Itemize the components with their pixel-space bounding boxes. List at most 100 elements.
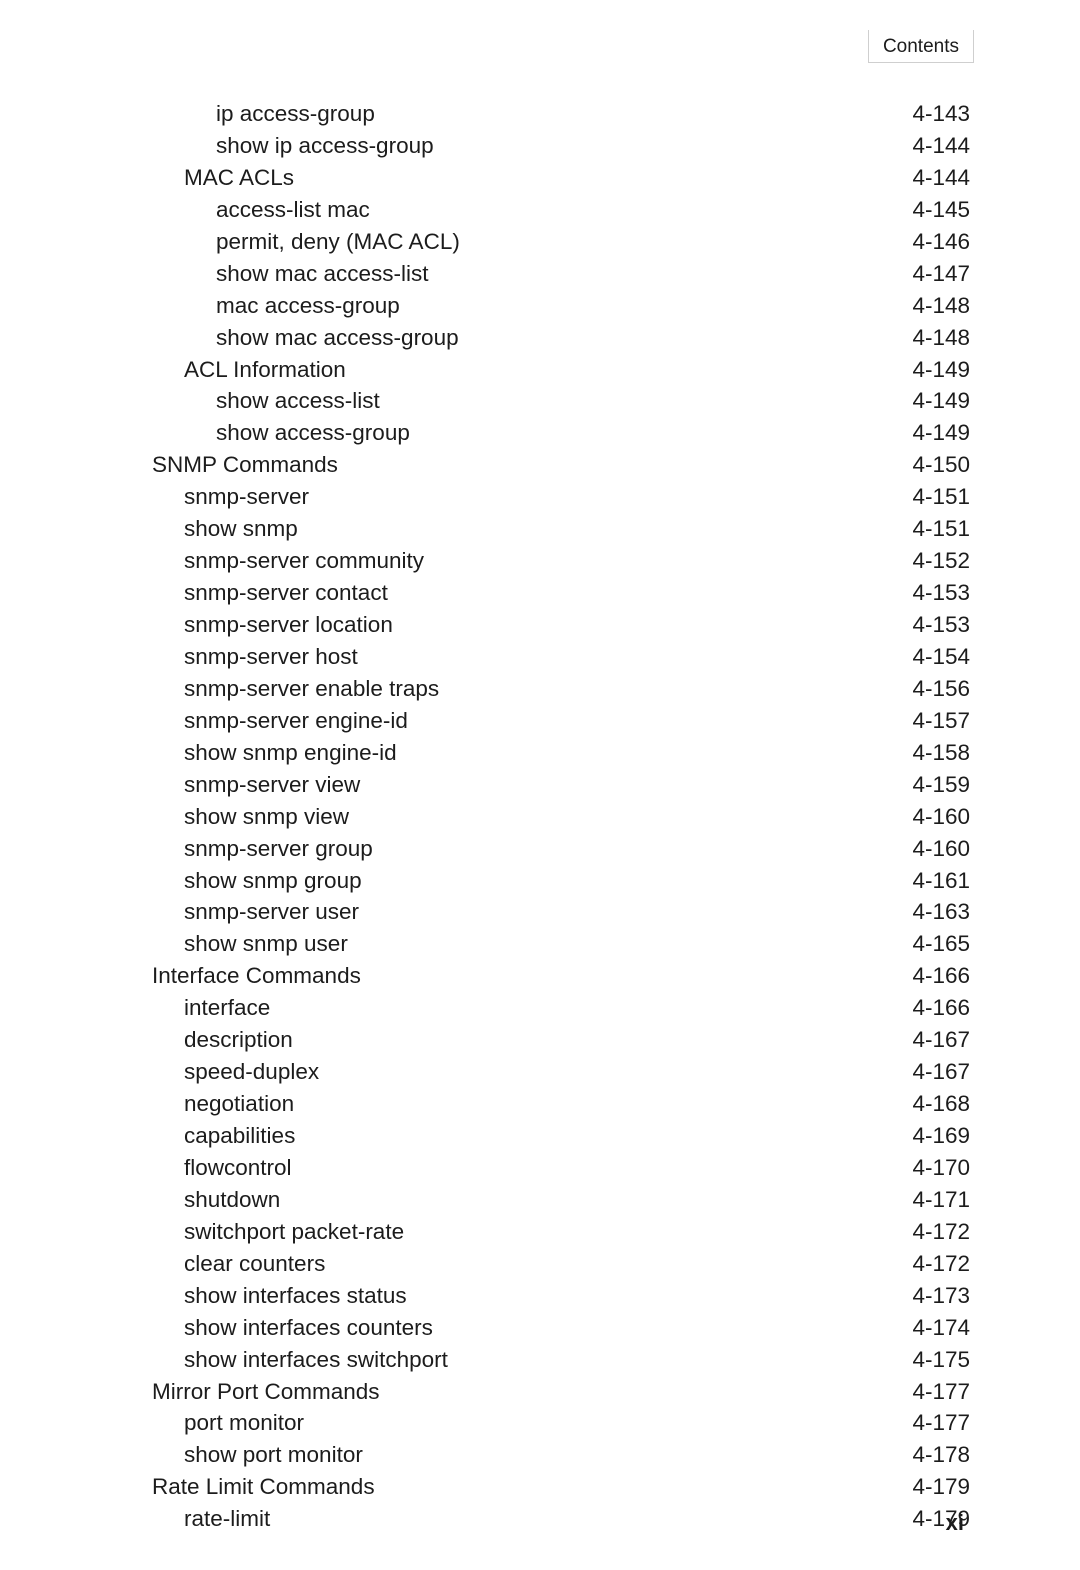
- toc-row: show snmp4-151: [120, 513, 970, 545]
- toc-row: snmp-server view4-159: [120, 769, 970, 801]
- toc-row: negotiation 4-168: [120, 1088, 970, 1120]
- toc-row: show ip access-group 4-144: [120, 130, 970, 162]
- toc-row: shutdown4-171: [120, 1184, 970, 1216]
- toc-page: 4-179: [880, 1471, 970, 1503]
- toc-page: 4-151: [880, 481, 970, 513]
- toc-label: description: [120, 1024, 293, 1056]
- toc-page: 4-153: [880, 577, 970, 609]
- toc-row: show snmp view4-160: [120, 801, 970, 833]
- toc-label: Mirror Port Commands: [120, 1376, 380, 1408]
- toc-page: 4-174: [880, 1312, 970, 1344]
- toc-page: 4-152: [880, 545, 970, 577]
- toc-row: show interfaces status4-173: [120, 1280, 970, 1312]
- toc-row: capabilities4-169: [120, 1120, 970, 1152]
- toc-row: snmp-server host4-154: [120, 641, 970, 673]
- header-tab: Contents: [868, 30, 974, 63]
- toc-page: 4-167: [880, 1024, 970, 1056]
- toc-page: 4-148: [880, 290, 970, 322]
- toc-page: 4-153: [880, 609, 970, 641]
- toc-page: 4-172: [880, 1216, 970, 1248]
- toc-page: 4-145: [880, 194, 970, 226]
- toc-label: show snmp user: [120, 928, 348, 960]
- toc-page: 4-160: [880, 801, 970, 833]
- toc-row: Interface Commands4-166: [120, 960, 970, 992]
- toc-label: switchport packet-rate: [120, 1216, 404, 1248]
- toc-page: 4-147: [880, 258, 970, 290]
- toc-page: 4-161: [880, 865, 970, 897]
- toc-label: show interfaces switchport: [120, 1344, 448, 1376]
- toc-label: port monitor: [120, 1407, 304, 1439]
- toc-row: snmp-server enable traps4-156: [120, 673, 970, 705]
- toc-row: show port monitor4-178: [120, 1439, 970, 1471]
- toc-label: speed-duplex: [120, 1056, 319, 1088]
- toc-row: show access-group4-149: [120, 417, 970, 449]
- toc-row: snmp-server group4-160: [120, 833, 970, 865]
- toc-page: 4-156: [880, 673, 970, 705]
- table-of-contents: ip access-group4-143show ip access-group…: [120, 98, 970, 1535]
- toc-label: flowcontrol: [120, 1152, 292, 1184]
- toc-page: 4-144: [880, 130, 970, 162]
- toc-row: description 4-167: [120, 1024, 970, 1056]
- toc-label: show mac access-group: [120, 322, 459, 354]
- toc-row: snmp-server engine-id4-157: [120, 705, 970, 737]
- toc-row: interface4-166: [120, 992, 970, 1024]
- toc-row: rate-limit4-179: [120, 1503, 970, 1535]
- toc-page: 4-148: [880, 322, 970, 354]
- toc-page: 4-149: [880, 354, 970, 386]
- toc-page: 4-168: [880, 1088, 970, 1120]
- toc-label: show access-group: [120, 417, 410, 449]
- toc-row: snmp-server location4-153: [120, 609, 970, 641]
- toc-row: Rate Limit Commands 4-179: [120, 1471, 970, 1503]
- toc-label: show interfaces counters: [120, 1312, 433, 1344]
- toc-label: show mac access-list: [120, 258, 429, 290]
- toc-page: 4-160: [880, 833, 970, 865]
- toc-label: show ip access-group: [120, 130, 434, 162]
- toc-label: snmp-server community: [120, 545, 424, 577]
- toc-label: show snmp group: [120, 865, 362, 897]
- toc-label: interface: [120, 992, 270, 1024]
- toc-label: snmp-server view: [120, 769, 360, 801]
- toc-page: 4-143: [880, 98, 970, 130]
- toc-page: 4-151: [880, 513, 970, 545]
- toc-row: switchport packet-rate 4-172: [120, 1216, 970, 1248]
- toc-label: ACL Information: [120, 354, 346, 386]
- toc-row: access-list mac4-145: [120, 194, 970, 226]
- toc-page: 4-169: [880, 1120, 970, 1152]
- toc-label: rate-limit: [120, 1503, 270, 1535]
- toc-row: port monitor 4-177: [120, 1407, 970, 1439]
- toc-label: Interface Commands: [120, 960, 361, 992]
- toc-page: 4-150: [880, 449, 970, 481]
- toc-page: 4-178: [880, 1439, 970, 1471]
- toc-row: ip access-group 4-143: [120, 98, 970, 130]
- toc-page: 4-167: [880, 1056, 970, 1088]
- toc-page: 4-165: [880, 928, 970, 960]
- toc-row: snmp-server user4-163: [120, 896, 970, 928]
- toc-row: speed-duplex 4-167: [120, 1056, 970, 1088]
- header-label: Contents: [883, 36, 959, 57]
- toc-page: 4-146: [880, 226, 970, 258]
- toc-label: Rate Limit Commands: [120, 1471, 375, 1503]
- toc-row: show interfaces switchport 4-175: [120, 1344, 970, 1376]
- toc-label: snmp-server contact: [120, 577, 388, 609]
- toc-row: Mirror Port Commands4-177: [120, 1376, 970, 1408]
- toc-page: 4-177: [880, 1407, 970, 1439]
- toc-row: flowcontrol4-170: [120, 1152, 970, 1184]
- toc-label: mac access-group: [120, 290, 400, 322]
- toc-page: 4-163: [880, 896, 970, 928]
- toc-row: show mac access-list 4-147: [120, 258, 970, 290]
- toc-label: ip access-group: [120, 98, 375, 130]
- toc-label: SNMP Commands: [120, 449, 338, 481]
- toc-row: show access-list4-149: [120, 385, 970, 417]
- toc-label: snmp-server: [120, 481, 309, 513]
- toc-row: show snmp user 4-165: [120, 928, 970, 960]
- toc-page: 4-149: [880, 385, 970, 417]
- toc-page: 4-144: [880, 162, 970, 194]
- toc-row: permit, deny (MAC ACL)4-146: [120, 226, 970, 258]
- page-number: xi: [946, 1510, 964, 1536]
- toc-page: 4-157: [880, 705, 970, 737]
- toc-page: 4-175: [880, 1344, 970, 1376]
- toc-label: negotiation: [120, 1088, 294, 1120]
- toc-page: 4-158: [880, 737, 970, 769]
- toc-row: MAC ACLs4-144: [120, 162, 970, 194]
- toc-label: shutdown: [120, 1184, 280, 1216]
